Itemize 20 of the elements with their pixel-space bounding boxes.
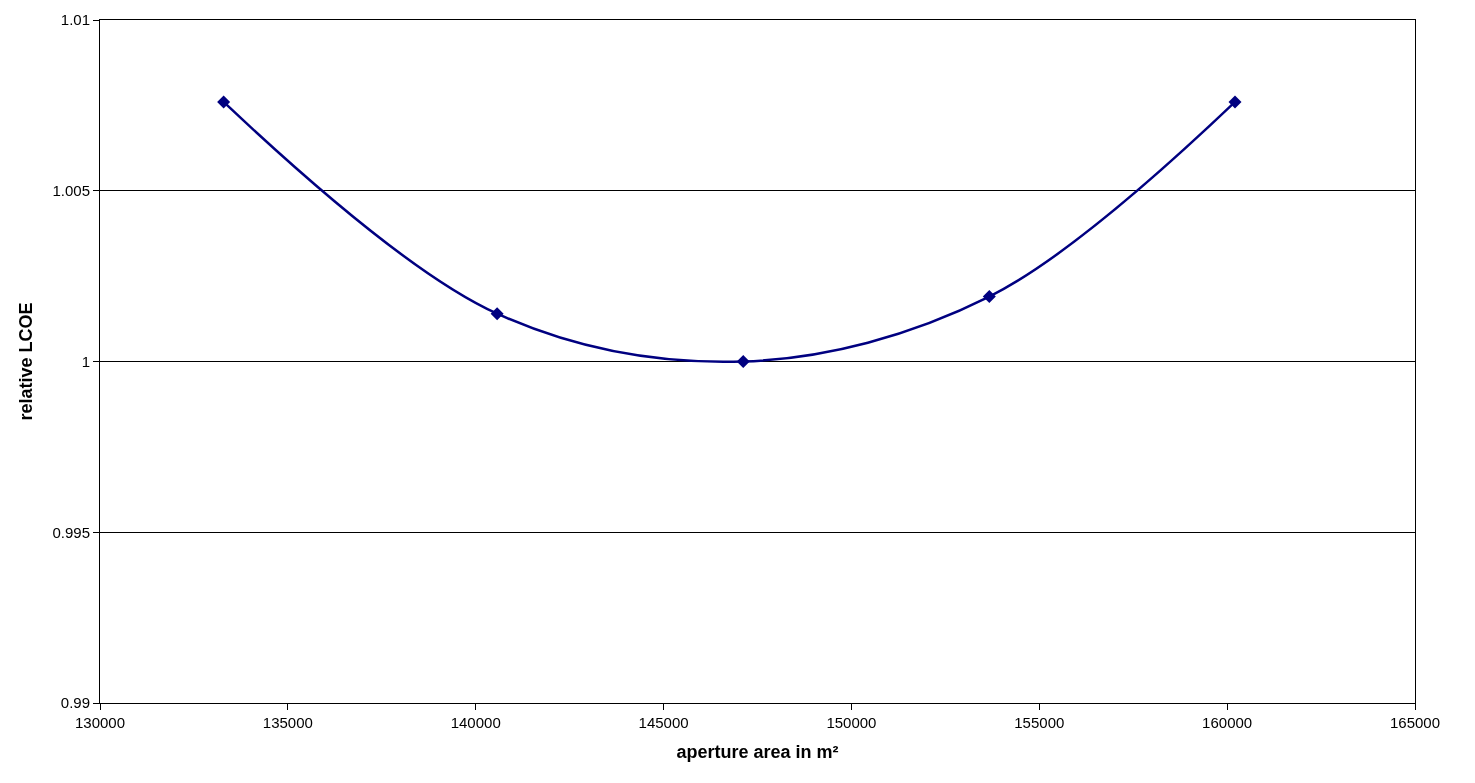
x-tick-label: 140000 bbox=[450, 714, 501, 731]
point bbox=[217, 95, 231, 109]
y-tick-label: 0.99 bbox=[60, 694, 90, 712]
point bbox=[736, 355, 750, 368]
point bbox=[1228, 95, 1242, 109]
y-tick-label: 1.005 bbox=[52, 182, 90, 199]
x-tick-label: 150000 bbox=[826, 714, 877, 731]
point bbox=[982, 290, 996, 304]
y-tick-label: 1 bbox=[81, 352, 90, 370]
x-tick-label: 155000 bbox=[1014, 714, 1065, 731]
x-axis-title: aperture area in m² bbox=[676, 742, 839, 763]
x-tick-label: 135000 bbox=[262, 714, 313, 731]
y-tick-label: 0.995 bbox=[52, 523, 90, 541]
point bbox=[490, 307, 504, 321]
x-tick-label: 165000 bbox=[1389, 714, 1441, 731]
x-tick-label: 130000 bbox=[74, 714, 126, 731]
y-tick-label: 1.01 bbox=[60, 11, 90, 29]
y-axis-title: relative LCOE bbox=[15, 302, 36, 421]
x-tick-label: 160000 bbox=[1202, 714, 1253, 731]
x-tick-label: 145000 bbox=[638, 714, 689, 731]
